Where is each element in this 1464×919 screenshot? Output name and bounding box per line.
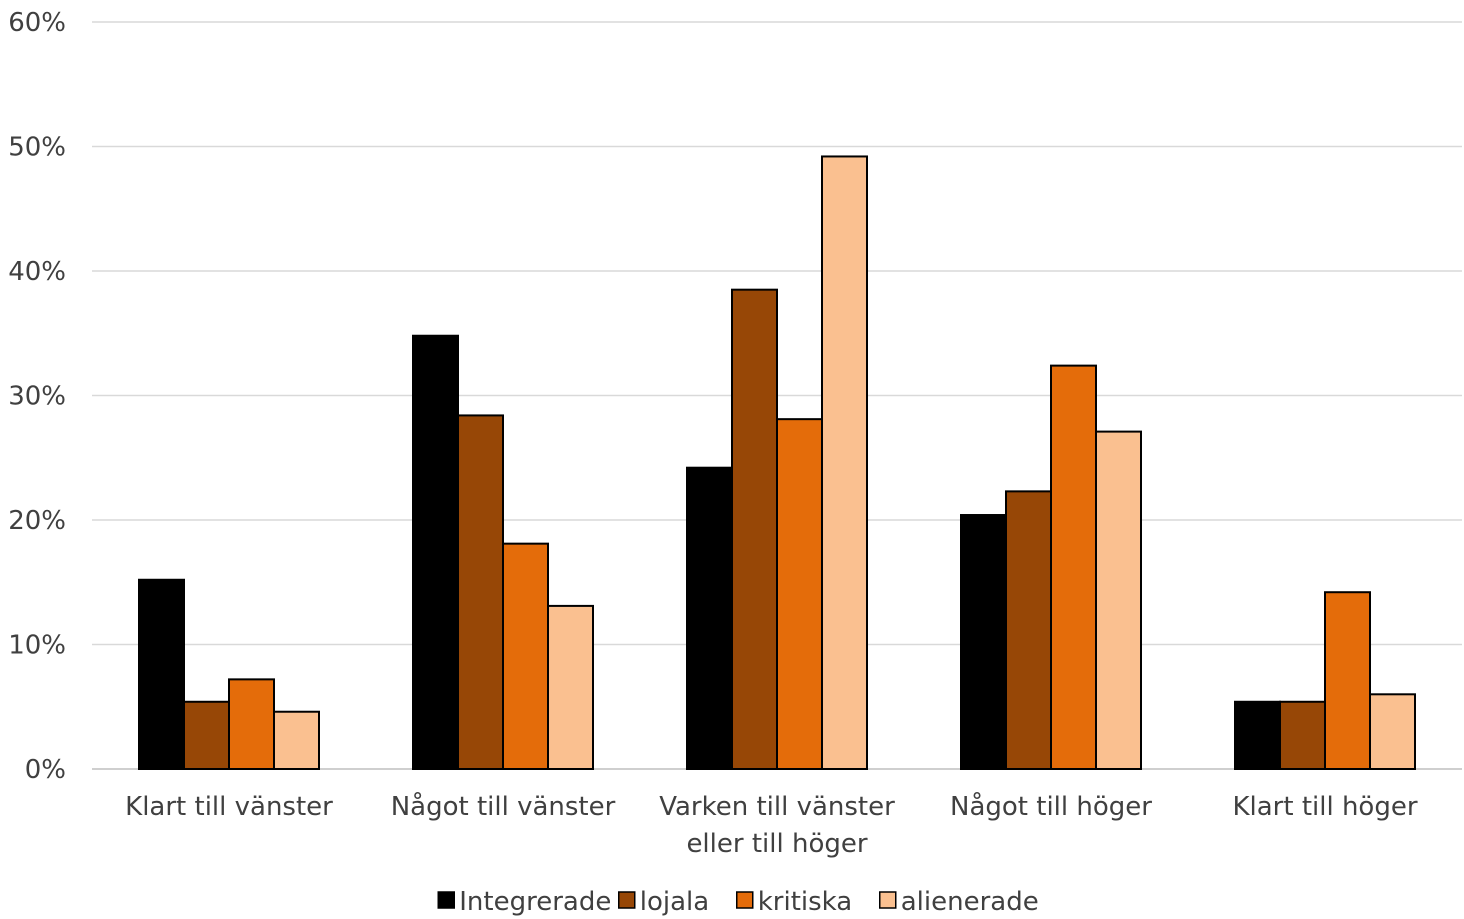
bar-kritiska-1: [502, 542, 549, 771]
legend-swatch-lojala: [618, 891, 636, 909]
bar-alienerade-1: [547, 604, 594, 771]
bar-alienerade-2: [821, 155, 868, 770]
x-category-label: Klart till vänster: [125, 792, 333, 822]
bar-alienerade-3: [1095, 430, 1142, 770]
y-tick-label: 60%: [8, 8, 66, 38]
bar-kritiska-3: [1050, 364, 1097, 770]
legend-label-alienerade: alienerade: [901, 887, 1039, 917]
bar-lojala-0: [183, 700, 230, 771]
x-axis-category-labels: Klart till vänster Något till vänster Vark…: [125, 791, 1418, 859]
x-category-label: Något till vänster: [391, 791, 616, 822]
x-category-label: Klart till höger: [1232, 792, 1417, 822]
bar-integrerade-4: [1234, 700, 1281, 771]
bar-integrerade-3: [960, 514, 1007, 771]
bars: [138, 155, 1416, 771]
bar-integrerade-2: [686, 466, 733, 770]
legend-swatch-alienerade: [879, 891, 897, 909]
y-tick-label: 20%: [8, 506, 66, 536]
y-axis-tick-labels: 0% 10% 20% 30% 40% 50% 60%: [8, 8, 66, 785]
y-tick-label: 30%: [8, 382, 66, 412]
x-category-label: Något till höger: [950, 791, 1152, 822]
bar-kritiska-4: [1324, 591, 1371, 771]
bar-lojala-4: [1279, 700, 1326, 771]
y-tick-label: 50%: [8, 133, 66, 163]
bar-kritiska-2: [776, 418, 823, 770]
bar-lojala-2: [731, 288, 778, 770]
bar-integrerade-0: [138, 578, 185, 771]
bar-lojala-1: [457, 414, 504, 770]
bar-integrerade-1: [412, 334, 459, 770]
bar-lojala-3: [1005, 490, 1052, 770]
bar-kritiska-0: [228, 678, 275, 770]
legend-swatch-kritiska: [736, 891, 754, 909]
bar-alienerade-0: [273, 710, 320, 770]
y-tick-label: 0%: [25, 755, 66, 785]
y-tick-label: 40%: [8, 257, 66, 287]
legend-label-lojala: lojala: [640, 887, 709, 917]
legend-label-integrerade: Integrerade: [459, 887, 611, 917]
legend-swatch-integrerade: [437, 891, 455, 909]
bar-alienerade-4: [1369, 693, 1416, 770]
x-category-label: Varken till vänster: [659, 792, 895, 822]
legend: Integrerade lojala kritiska alienerade: [437, 887, 1039, 917]
x-category-label: eller till höger: [686, 829, 867, 859]
legend-label-kritiska: kritiska: [758, 887, 852, 917]
y-tick-label: 10%: [8, 631, 66, 661]
